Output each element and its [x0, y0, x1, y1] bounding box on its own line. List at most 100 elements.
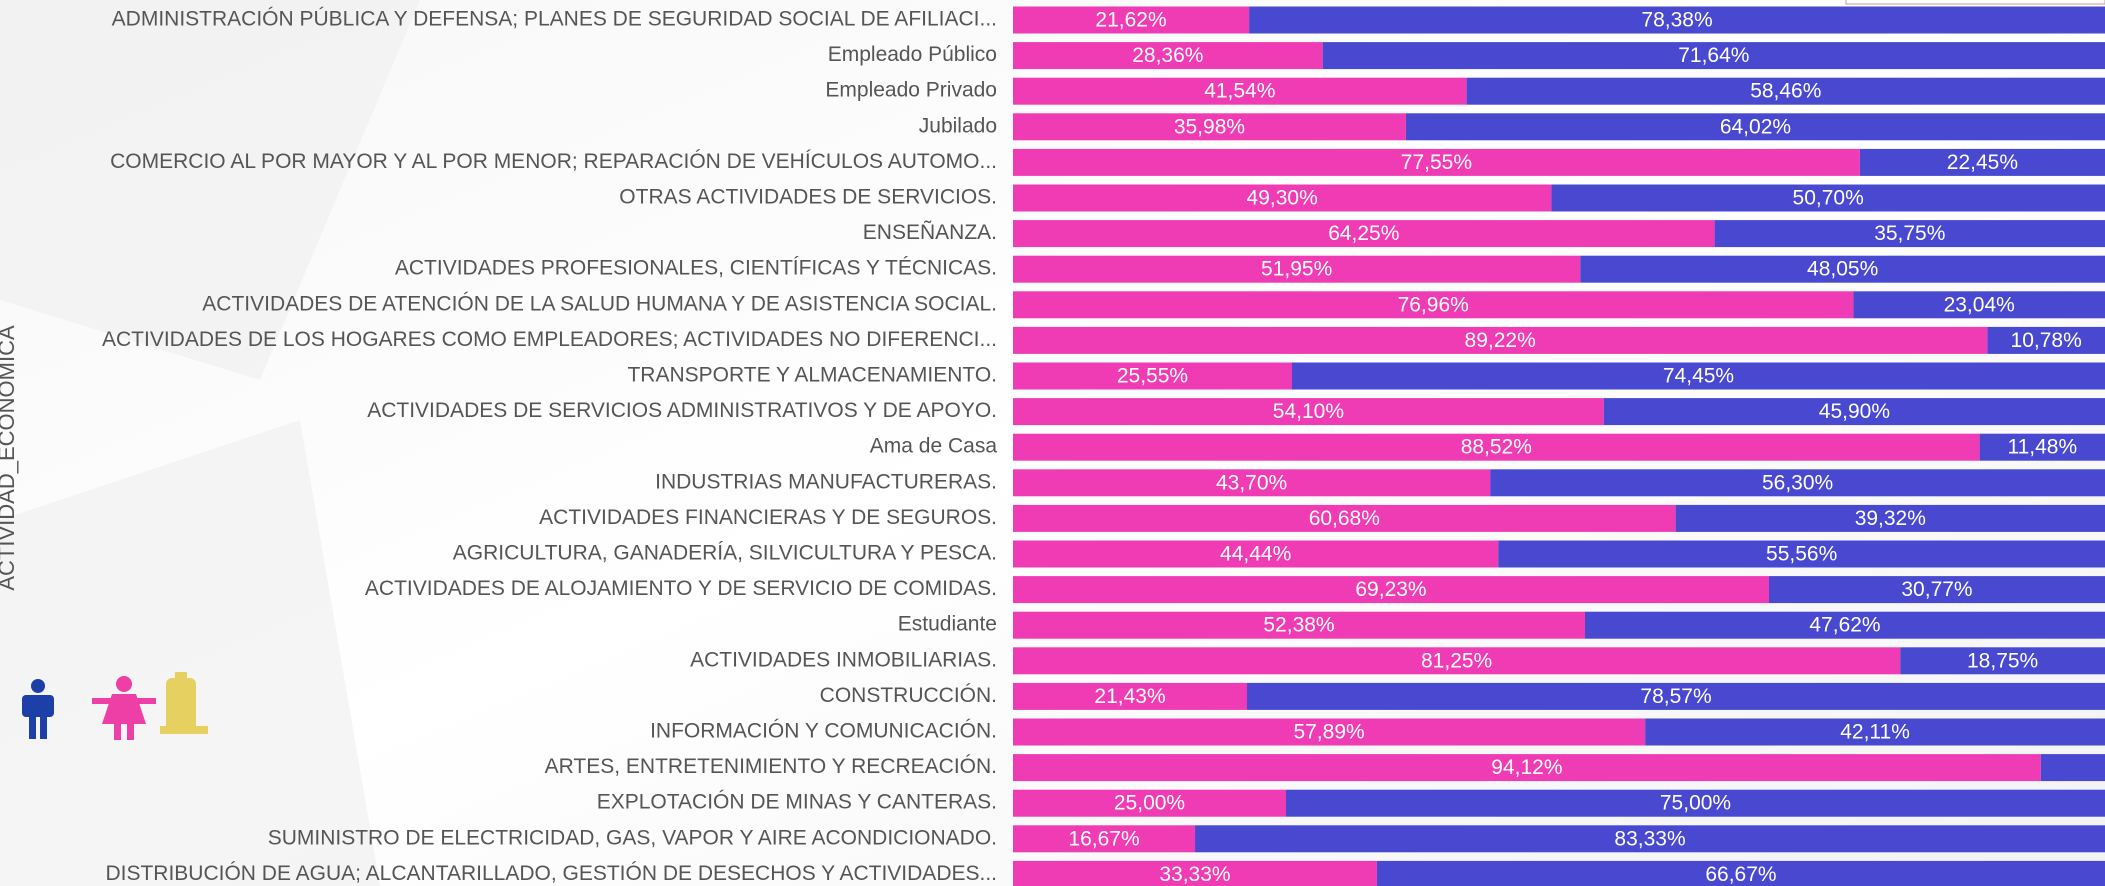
category-label: SUMINISTRO DE ELECTRICIDAD, GAS, VAPOR Y… [268, 826, 997, 849]
data-label: 66,67% [1705, 863, 1776, 886]
data-label: 25,55% [1117, 365, 1188, 388]
bar-segment [1195, 825, 2105, 853]
data-label: 21,43% [1094, 685, 1165, 708]
data-label: 16,67% [1068, 827, 1139, 850]
data-label: 43,70% [1216, 471, 1287, 494]
data-label: 35,75% [1874, 222, 1945, 245]
category-label: AGRICULTURA, GANADERÍA, SILVICULTURA Y P… [453, 542, 997, 565]
bar-segment [1286, 789, 2105, 817]
data-label: 71,64% [1678, 44, 1749, 67]
data-label: 47,62% [1809, 614, 1880, 637]
bar-segment [1247, 682, 2105, 710]
icons [22, 672, 208, 740]
category-label: ACTIVIDADES DE SERVICIOS ADMINISTRATIVOS… [367, 399, 997, 422]
bar-segment [1498, 540, 2105, 568]
category-label: TRANSPORTE Y ALMACENAMIENTO. [627, 364, 997, 387]
y-axis-label: ACTIVIDAD_ECONÓMICA [0, 325, 19, 591]
bar-segment [1013, 825, 1196, 853]
category-label: ACTIVIDADES INMOBILIARIAS. [690, 648, 997, 671]
data-label: 42,11% [1840, 721, 1910, 744]
category-label: INDUSTRIAS MANUFACTURERAS. [655, 470, 997, 493]
bar-segment [1013, 504, 1676, 532]
bar-segment [1584, 611, 2105, 639]
data-label: 18,75% [1967, 649, 2038, 672]
bar-segment [1645, 718, 2105, 746]
bar-segment [1013, 754, 2041, 782]
bar-segment [2040, 754, 2105, 782]
data-label: 23,04% [1944, 293, 2015, 316]
data-label: 45,90% [1819, 400, 1890, 423]
data-label: 64,02% [1720, 115, 1791, 138]
bar-segment [1853, 291, 2105, 319]
bar-segment [1249, 6, 2105, 34]
data-label: 54,10% [1273, 400, 1344, 423]
data-label: 55,56% [1766, 543, 1837, 566]
data-label: 76,96% [1398, 293, 1469, 316]
data-label: 48,05% [1807, 258, 1878, 281]
bar-segment [1768, 576, 2105, 604]
bar-segment [1013, 6, 1250, 34]
data-label: 78,57% [1640, 685, 1711, 708]
data-label: 30,77% [1901, 578, 1972, 601]
data-label: 11,48% [2007, 436, 2077, 459]
bar-segment [1013, 682, 1248, 710]
category-label: COMERCIO AL POR MAYOR Y AL POR MENOR; RE… [110, 150, 997, 173]
bar-segment [1013, 860, 1377, 886]
bar-segment [1675, 504, 2105, 532]
data-label: 56,30% [1762, 471, 1833, 494]
frame [1845, 0, 2105, 5]
bar-segment [1013, 398, 1604, 426]
data-label: 25,00% [1114, 792, 1185, 815]
category-label: ACTIVIDADES DE ALOJAMIENTO Y DE SERVICIO… [365, 577, 997, 600]
data-label: 41,54% [1204, 80, 1275, 103]
bar-segment [1580, 255, 2105, 283]
data-label: 57,89% [1293, 721, 1364, 744]
bar-segment [1551, 184, 2105, 212]
bar-segment [1013, 718, 1646, 746]
data-label: 52,38% [1263, 614, 1334, 637]
bar-segment [1979, 433, 2105, 461]
bar-segment [1013, 326, 1988, 354]
bar-segment [1013, 184, 1552, 212]
bar-segment [1603, 398, 2105, 426]
data-label: 35,98% [1174, 115, 1245, 138]
bar-segment [1490, 469, 2105, 497]
category-label: ARTES, ENTRETENIMIENTO Y RECREACIÓN. [545, 755, 997, 778]
category-label: Ama de Casa [870, 435, 998, 458]
bar-segment [1987, 326, 2105, 354]
data-label: 94,12% [1491, 756, 1562, 779]
category-label: OTRAS ACTIVIDADES DE SERVICIOS. [619, 186, 997, 209]
category-label: ENSEÑANZA. [863, 220, 997, 244]
category-label: Empleado Privado [825, 79, 997, 102]
bar-segment [1013, 220, 1715, 248]
data-label: 60,68% [1309, 507, 1380, 530]
bar-segment [1900, 647, 2105, 675]
category-label: ADMINISTRACIÓN PÚBLICA Y DEFENSA; PLANES… [112, 8, 997, 31]
bar-segment [1322, 42, 2105, 70]
data-label: 74,45% [1663, 365, 1734, 388]
female-icon [92, 676, 156, 740]
category-label: EXPLOTACIÓN DE MINAS Y CANTERAS. [597, 791, 997, 814]
category-label: Jubilado [919, 114, 997, 137]
male-icon [22, 679, 54, 739]
data-label: 77,55% [1401, 151, 1472, 174]
bar-segment [1013, 77, 1467, 105]
bg-shape [0, 0, 420, 380]
category-label: CONSTRUCCIÓN. [820, 684, 997, 707]
data-label: 78,38% [1641, 9, 1712, 32]
data-label: 75,00% [1660, 792, 1731, 815]
other-icon [160, 672, 208, 734]
data-label: 58,46% [1750, 80, 1821, 103]
data-label: 22,45% [1947, 151, 2018, 174]
data-label: 50,70% [1793, 187, 1864, 210]
category-label: ACTIVIDADES FINANCIERAS Y DE SEGUROS. [539, 506, 997, 529]
data-label: 44,44% [1220, 543, 1291, 566]
bar-segment [1013, 576, 1769, 604]
bar-segment [1013, 113, 1406, 141]
bar-segment [1466, 77, 2105, 105]
bar-segment [1013, 540, 1499, 568]
bg-shape [0, 420, 380, 886]
data-label: 21,62% [1095, 9, 1166, 32]
category-label: Empleado Público [828, 43, 997, 66]
